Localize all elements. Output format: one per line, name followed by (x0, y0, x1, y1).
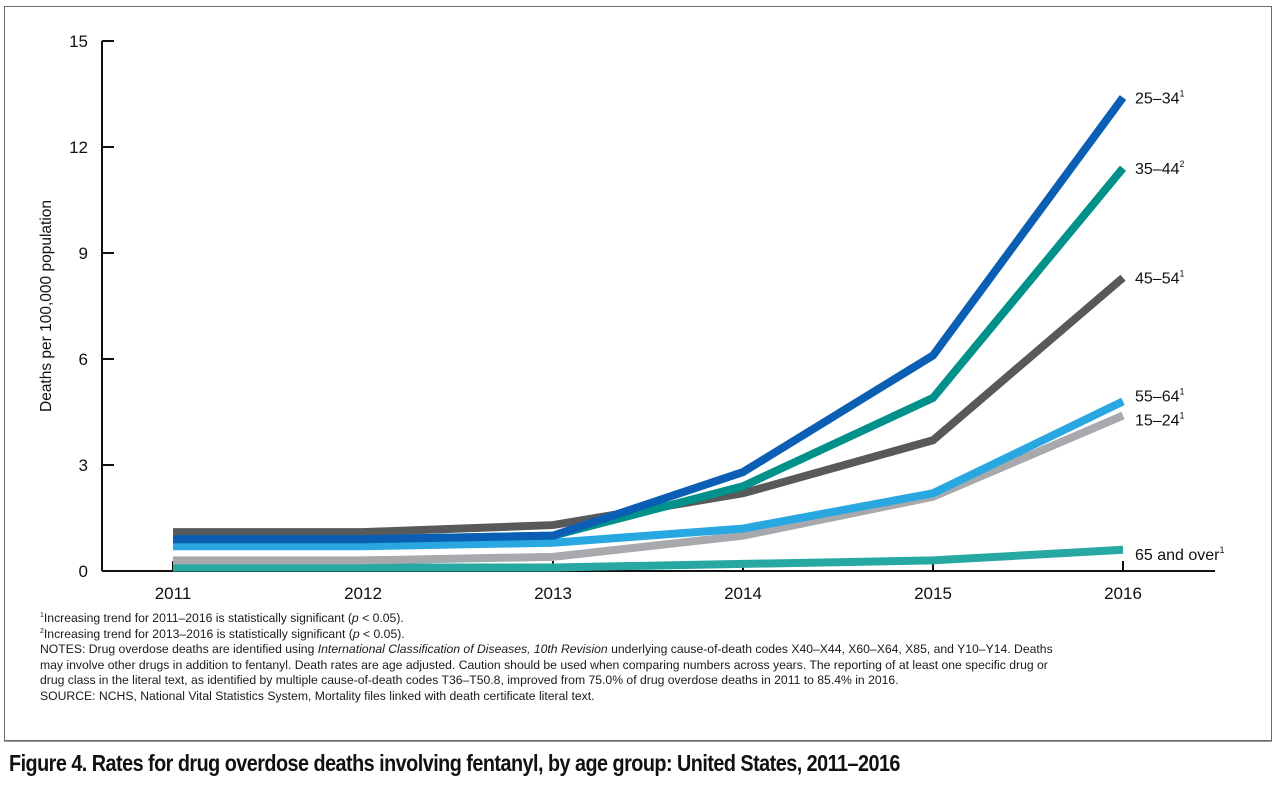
series-label: 55–641 (1135, 386, 1185, 405)
y-tick-label: 0 (79, 562, 88, 581)
y-tick-label: 12 (69, 138, 88, 157)
series-label-footnote-marker: 1 (1180, 386, 1185, 396)
series-label-footnote-marker: 1 (1180, 89, 1185, 99)
series-label: 65 and over1 (1135, 545, 1225, 564)
x-tick-label: 2015 (914, 584, 952, 603)
series-line-65-and-over (173, 545, 1124, 572)
series-lines (173, 95, 1127, 572)
x-tick-label: 2012 (344, 584, 382, 603)
series-label: 35–442 (1135, 159, 1185, 178)
y-tick-label: 9 (79, 244, 88, 263)
series-label-footnote-marker: 1 (1220, 545, 1225, 555)
series-label-name: 65 and over (1135, 547, 1220, 564)
series-line-25-34 (173, 95, 1127, 544)
series-line-35-44 (173, 165, 1127, 544)
series-label: 25–341 (1135, 89, 1185, 108)
notes-line-2: may involve other drugs in addition to f… (40, 657, 1048, 672)
figure-caption: Figure 4. Rates for drug overdose deaths… (9, 750, 900, 776)
x-tick-label: 2014 (724, 584, 762, 603)
y-axis-title: Deaths per 100,000 population (38, 200, 55, 412)
footnote-1: 1Increasing trend for 2011–2016 is stati… (40, 611, 404, 625)
series-labels: 65 and over115–24155–64145–54135–44225–3… (1135, 89, 1225, 564)
series-label-footnote-marker: 1 (1180, 411, 1185, 421)
series-label-name: 55–64 (1135, 388, 1180, 405)
series-label-name: 35–44 (1135, 161, 1180, 178)
y-tick-label: 3 (79, 456, 88, 475)
source-line: SOURCE: NCHS, National Vital Statistics … (40, 688, 595, 703)
figure-frame (4, 6, 1272, 741)
series-label-name: 15–24 (1135, 413, 1180, 430)
series-label-name: 25–34 (1135, 91, 1180, 108)
notes-line-1: NOTES: Drug overdose deaths are identifi… (40, 642, 1053, 657)
y-tick-label: 15 (69, 32, 88, 51)
series-line-55-64 (173, 397, 1125, 551)
series-line-15-24 (173, 411, 1125, 565)
series-line-45-54 (173, 274, 1126, 537)
series-label-name: 45–54 (1135, 271, 1180, 288)
series-label-footnote-marker: 1 (1180, 269, 1185, 279)
x-tick-label: 2013 (534, 584, 572, 603)
x-tick-label: 2011 (155, 584, 192, 603)
footnote-2: 2Increasing trend for 2013–2016 is stati… (40, 626, 405, 641)
series-label: 15–241 (1135, 411, 1185, 430)
series-label-footnote-marker: 2 (1180, 159, 1185, 169)
series-label: 45–541 (1135, 269, 1185, 288)
x-tick-label: 2016 (1104, 584, 1142, 603)
figure-notes: 1Increasing trend for 2011–2016 is stati… (40, 611, 1240, 705)
notes-line-3: drug class in the literal text, as ident… (40, 673, 899, 688)
y-tick-label: 6 (79, 350, 88, 369)
